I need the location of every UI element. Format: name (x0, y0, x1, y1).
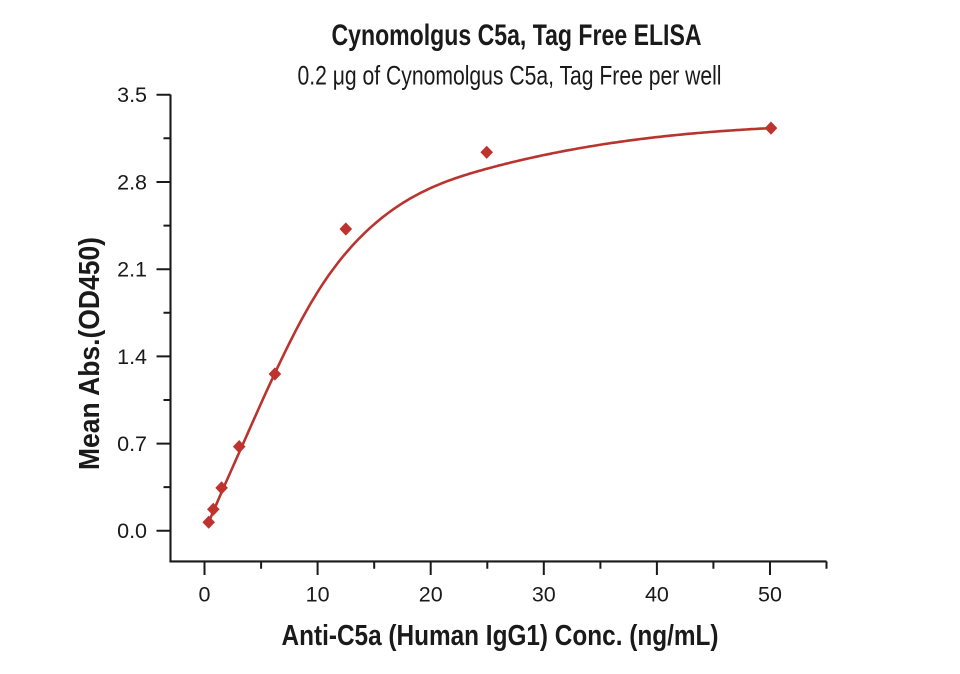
svg-text:0: 0 (199, 582, 211, 606)
svg-text:40: 40 (645, 582, 669, 606)
svg-text:30: 30 (532, 582, 556, 606)
svg-text:0.2 μg of Cynomolgus C5a, Tag: 0.2 μg of Cynomolgus C5a, Tag Free per w… (298, 61, 722, 91)
svg-text:20: 20 (419, 582, 443, 606)
svg-text:0.0: 0.0 (117, 519, 147, 543)
svg-text:2.1: 2.1 (117, 258, 147, 282)
svg-text:2.8: 2.8 (117, 170, 147, 194)
svg-text:50: 50 (758, 582, 782, 606)
svg-text:Anti-C5a (Human IgG1) Conc. (n: Anti-C5a (Human IgG1) Conc. (ng/mL) (282, 620, 719, 652)
svg-text:3.5: 3.5 (117, 83, 147, 107)
svg-text:0.7: 0.7 (117, 432, 147, 456)
svg-text:10: 10 (306, 582, 330, 606)
svg-text:Mean Abs.(OD450): Mean Abs.(OD450) (74, 237, 106, 470)
svg-text:Cynomolgus C5a, Tag Free ELISA: Cynomolgus C5a, Tag Free ELISA (332, 19, 702, 52)
svg-text:1.4: 1.4 (117, 345, 147, 369)
